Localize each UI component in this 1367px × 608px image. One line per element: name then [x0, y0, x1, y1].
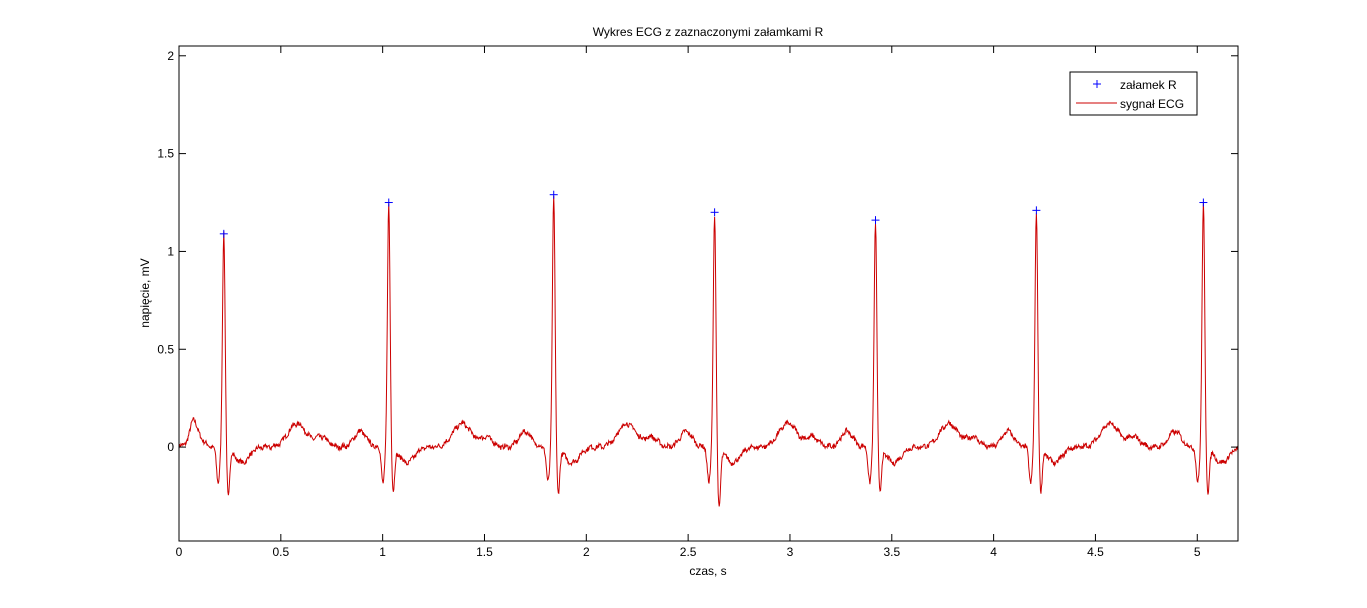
x-tick-label: 1: [379, 545, 386, 559]
y-axis-label: napięcie, mV: [138, 258, 152, 327]
x-tick-label: 2.5: [680, 545, 697, 559]
x-tick-label: 4: [990, 545, 997, 559]
r-peak-marker: [384, 198, 393, 207]
r-peak-marker: [1199, 198, 1208, 207]
x-tick-label: 1.5: [476, 545, 493, 559]
r-peak-marker: [549, 190, 558, 199]
y-tick-label: 0: [167, 440, 174, 454]
series-layer: [178, 190, 1239, 507]
ecg-signal-line: [178, 195, 1239, 507]
x-tick-label: 5: [1194, 545, 1201, 559]
x-axis-label: czas, s: [689, 564, 726, 578]
legend: załamek R sygnał ECG: [1069, 71, 1198, 116]
y-tick-label: 1: [167, 244, 174, 258]
x-tick-label: 0: [176, 545, 183, 559]
r-peak-marker: [710, 208, 719, 217]
r-peak-marker: [1032, 206, 1041, 215]
y-axis: 0 0.5 1 1.5 2: [157, 49, 1238, 454]
y-tick-label: 2: [167, 49, 174, 63]
y-tick-label: 0.5: [157, 342, 174, 356]
legend-label-ecg: sygnał ECG: [1120, 97, 1184, 111]
r-peak-marker: [871, 216, 880, 225]
legend-box: [1069, 71, 1198, 116]
plot-frame: [178, 45, 1239, 542]
x-axis: 0 0.5 1 1.5 2 2.5 3 3.5 4 4.5 5: [176, 46, 1201, 559]
plot-area: [179, 46, 1238, 541]
x-tick-label: 3: [787, 545, 794, 559]
r-peak-marker: [219, 229, 228, 238]
legend-label-r-peak: załamek R: [1120, 78, 1177, 92]
y-tick-label: 1.5: [157, 147, 174, 161]
x-tick-label: 4.5: [1087, 545, 1104, 559]
x-tick-label: 3.5: [883, 545, 900, 559]
x-tick-label: 2: [583, 545, 590, 559]
x-tick-label: 0.5: [272, 545, 289, 559]
chart-title: Wykres ECG z zaznaczonymi załamkami R: [593, 25, 824, 39]
